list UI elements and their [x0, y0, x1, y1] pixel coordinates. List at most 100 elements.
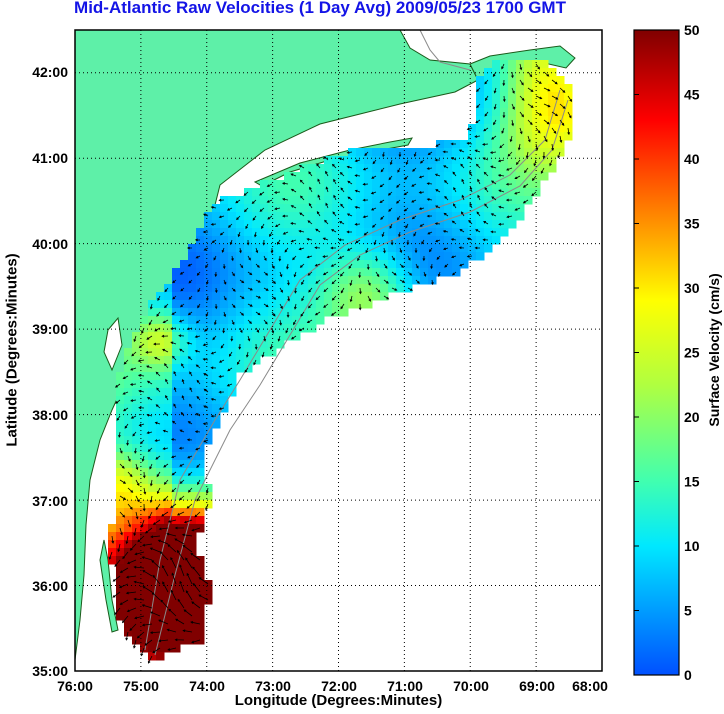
velocity-cell	[204, 252, 213, 261]
velocity-cell	[164, 460, 173, 469]
velocity-cell	[196, 636, 205, 645]
velocity-arrow	[134, 551, 145, 556]
velocity-arrow	[483, 221, 489, 225]
velocity-cell	[524, 92, 533, 101]
velocity-cell	[484, 236, 493, 245]
velocity-cell	[108, 540, 117, 549]
velocity-cell	[164, 636, 173, 645]
y-axis-label: Latitude (Degrees:Minutes)	[3, 253, 21, 447]
velocity-arrow	[149, 495, 153, 503]
velocity-cell	[308, 212, 317, 221]
velocity-cell	[156, 652, 165, 661]
velocity-cell	[268, 220, 277, 229]
velocity-cell	[116, 612, 125, 621]
velocity-cell	[116, 420, 125, 429]
velocity-cell	[164, 404, 173, 413]
velocity-arrow	[226, 383, 233, 387]
velocity-cell	[500, 204, 509, 213]
velocity-arrow	[559, 119, 565, 126]
velocity-cell	[420, 204, 429, 213]
velocity-arrow	[279, 287, 283, 293]
velocity-cell	[132, 500, 141, 509]
velocity-arrow	[404, 175, 409, 180]
velocity-arrow	[135, 479, 140, 487]
velocity-cell	[492, 212, 501, 221]
velocity-cell	[388, 276, 397, 285]
velocity-cell	[484, 244, 493, 253]
velocity-arrow	[535, 63, 540, 70]
velocity-cell	[172, 468, 181, 477]
velocity-arrow	[290, 239, 297, 243]
velocity-cell	[404, 228, 413, 237]
velocity-arrow	[355, 239, 361, 244]
velocity-cell	[372, 164, 381, 173]
velocity-cell	[172, 452, 181, 461]
velocity-cell	[236, 236, 245, 245]
velocity-cell	[116, 452, 125, 461]
velocity-arrow	[141, 556, 153, 561]
velocity-arrow	[499, 143, 505, 149]
velocity-cell	[308, 196, 317, 205]
velocity-cell	[356, 156, 365, 165]
velocity-cell	[516, 204, 525, 213]
velocity-cell	[420, 188, 429, 197]
velocity-cell	[212, 308, 221, 317]
velocity-arrow	[543, 103, 551, 108]
velocity-arrow	[389, 159, 393, 166]
velocity-arrow	[176, 549, 185, 561]
velocity-cell	[196, 604, 205, 613]
velocity-cell	[292, 292, 301, 301]
velocity-cell	[252, 284, 261, 293]
velocity-cell	[340, 204, 349, 213]
velocity-cell	[508, 156, 517, 165]
velocity-cell	[116, 588, 125, 597]
velocity-cell	[196, 316, 205, 325]
velocity-arrow	[444, 263, 449, 268]
velocity-cell	[420, 212, 429, 221]
velocity-arrow	[219, 231, 225, 236]
velocity-cell	[268, 252, 277, 261]
velocity-arrow	[127, 487, 134, 493]
velocity-arrow	[259, 207, 265, 212]
velocity-arrow	[239, 311, 245, 316]
velocity-arrow	[482, 142, 489, 146]
velocity-cell	[116, 372, 125, 381]
velocity-cell	[156, 300, 165, 309]
velocity-arrow	[164, 287, 169, 293]
velocity-cell	[364, 196, 373, 205]
velocity-arrow	[551, 127, 557, 134]
velocity-arrow	[323, 156, 329, 161]
velocity-arrow	[418, 175, 425, 179]
velocity-arrow	[191, 601, 201, 609]
velocity-cell	[332, 300, 341, 309]
velocity-cell	[444, 196, 453, 205]
velocity-arrow	[567, 127, 571, 136]
velocity-arrow	[192, 582, 201, 593]
velocity-cell	[180, 628, 189, 637]
velocity-cell	[156, 612, 165, 621]
velocity-cell	[380, 196, 389, 205]
velocity-cell	[492, 172, 501, 181]
velocity-cell	[164, 332, 173, 341]
velocity-cell	[212, 404, 221, 413]
velocity-cell	[532, 132, 541, 141]
velocity-arrow	[230, 335, 234, 342]
velocity-arrow	[237, 231, 241, 238]
velocity-arrow	[138, 406, 145, 410]
velocity-cell	[164, 548, 173, 557]
velocity-arrow	[166, 628, 177, 633]
velocity-cell	[428, 204, 437, 213]
velocity-cell	[452, 252, 461, 261]
velocity-cell	[156, 388, 165, 397]
velocity-arrow	[460, 211, 465, 217]
velocity-arrow	[443, 212, 449, 217]
velocity-arrow	[194, 349, 201, 353]
velocity-cell	[340, 196, 349, 205]
velocity-arrow	[324, 219, 329, 225]
velocity-cell	[404, 204, 413, 213]
velocity-arrow	[298, 165, 305, 169]
velocity-arrow	[371, 223, 377, 228]
velocity-arrow	[442, 150, 449, 154]
velocity-cell	[236, 364, 245, 373]
velocity-arrow	[306, 255, 313, 259]
